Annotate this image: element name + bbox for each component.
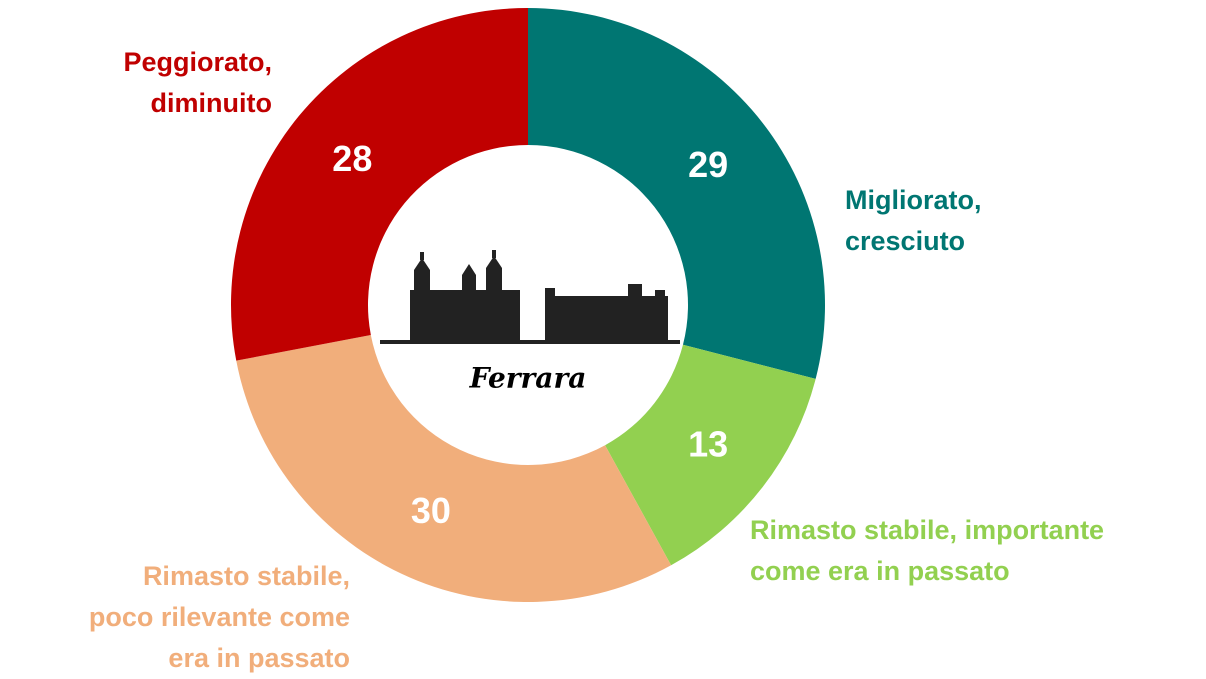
page: Ferrara 29133028 (() => { const data = J…	[0, 0, 1206, 675]
category-label: Migliorato, cresciuto	[845, 180, 982, 262]
category-label: Peggiorato, diminuito	[123, 42, 272, 124]
slices	[231, 8, 825, 602]
value-label: 29	[688, 144, 728, 185]
value-label: 13	[688, 423, 728, 464]
category-label: Rimasto stabile, importante come era in …	[750, 510, 1104, 592]
value-label: 28	[332, 138, 372, 179]
category-label: Rimasto stabile, poco rilevante come era…	[89, 556, 350, 679]
castle-silhouette	[380, 250, 680, 344]
center-label: Ferrara	[469, 362, 587, 395]
value-label: 30	[411, 490, 451, 531]
